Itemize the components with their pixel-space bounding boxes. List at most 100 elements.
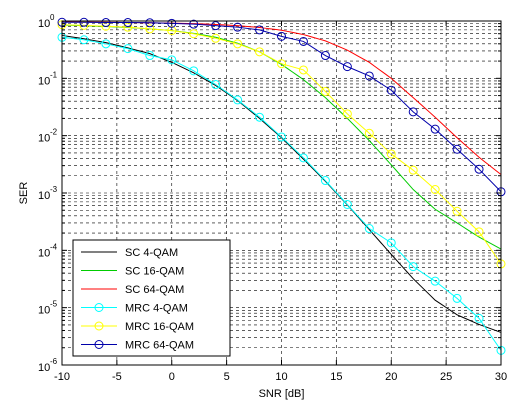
y-tick-label: 10	[38, 362, 50, 374]
data-point	[123, 22, 133, 32]
data-point	[211, 33, 221, 43]
data-point	[255, 25, 265, 35]
y-tick-exponent: -1	[50, 70, 58, 79]
data-point	[430, 124, 440, 134]
data-point	[474, 313, 484, 323]
series-sc-4-qam	[61, 34, 502, 333]
data-point	[320, 176, 330, 186]
x-axis-label: SNR [dB]	[259, 388, 305, 400]
data-point	[145, 51, 155, 61]
data-point	[277, 132, 286, 142]
y-tick-exponent: -2	[50, 128, 58, 137]
data-point	[386, 85, 396, 95]
x-tick-label: 30	[495, 371, 507, 383]
legend-label: SC 16-QAM	[125, 266, 184, 278]
series-mrc-64-qam	[57, 17, 506, 197]
legend-box	[72, 239, 231, 357]
data-point	[298, 65, 308, 75]
series-line	[61, 24, 502, 265]
y-tick-label: 10	[38, 247, 50, 259]
series-line	[62, 21, 502, 193]
data-point	[123, 18, 133, 28]
legend: SC 4-QAM SC 16-QAM SC 64-QAM MRC 4-QAM MRC 1…	[72, 239, 231, 357]
data-point	[145, 18, 155, 28]
data-point	[211, 21, 221, 31]
data-point	[430, 276, 440, 286]
data-point	[364, 128, 374, 138]
y-tick-label: 10	[38, 133, 50, 145]
y-tick-exponent: -4	[50, 242, 58, 251]
data-point	[145, 24, 155, 34]
data-point	[101, 18, 111, 28]
data-point	[320, 51, 330, 61]
data-point	[430, 185, 440, 195]
legend-marker	[94, 321, 104, 331]
data-point	[277, 31, 286, 41]
data-point	[255, 112, 265, 122]
data-point	[452, 206, 462, 216]
x-tick-label: 15	[330, 371, 342, 383]
data-point	[189, 19, 199, 29]
legend-item: SC 4-QAM	[81, 247, 178, 259]
data-point	[342, 109, 352, 119]
y-tick-exponent: 0	[50, 13, 55, 22]
series-mrc-16-qam	[57, 20, 506, 269]
x-tick-label: 20	[385, 371, 397, 383]
data-point	[474, 164, 484, 174]
y-axis-label: SER	[18, 182, 30, 205]
x-tick-label: 25	[440, 371, 452, 383]
y-tick-exponent: -6	[50, 357, 58, 366]
data-point	[233, 22, 243, 32]
data-point	[79, 35, 89, 45]
y-tick-exponent: -5	[50, 300, 58, 309]
legend-label: MRC 4-QAM	[125, 303, 188, 315]
data-point	[474, 227, 484, 237]
data-point	[342, 62, 352, 72]
legend-item: SC 64-QAM	[81, 284, 184, 296]
y-tick-label: 10	[38, 18, 50, 30]
data-point	[189, 29, 199, 39]
data-point	[452, 293, 462, 303]
data-point	[320, 86, 330, 96]
series-line	[61, 36, 502, 351]
data-point	[408, 107, 418, 117]
x-tick-label: -5	[112, 371, 122, 383]
x-tick-label: 10	[275, 371, 287, 383]
data-point	[123, 44, 133, 54]
data-point	[79, 17, 89, 27]
data-point	[167, 26, 177, 36]
tick-layer: -10 -5 0 5 10 15 20 25 3010-610-510-410-310-210-…	[38, 13, 507, 383]
y-tick-label: 10	[38, 75, 50, 87]
data-point	[277, 59, 286, 69]
y-tick-exponent: -3	[50, 185, 58, 194]
legend-marker	[94, 340, 104, 349]
legend-item: MRC 16-QAM	[81, 321, 194, 333]
data-point	[298, 153, 308, 163]
legend-label: SC 64-QAM	[125, 284, 184, 296]
y-tick-label: 10	[38, 305, 50, 317]
data-point	[408, 262, 418, 272]
data-point	[167, 55, 177, 65]
data-point	[101, 39, 111, 49]
legend-item: MRC 64-QAM	[81, 340, 194, 352]
data-point	[386, 238, 396, 248]
legend-item: MRC 4-QAM	[81, 303, 188, 315]
data-point	[189, 66, 199, 76]
data-point	[364, 224, 374, 234]
x-tick-label: -10	[54, 371, 70, 383]
series-line	[61, 34, 502, 333]
data-point	[408, 165, 418, 175]
legend-label: MRC 16-QAM	[125, 321, 194, 333]
legend-marker	[94, 303, 104, 312]
x-tick-label: 5	[224, 371, 230, 383]
data-point	[167, 18, 177, 28]
data-point	[452, 144, 462, 154]
legend-item: SC 16-QAM	[81, 266, 184, 278]
data-point	[211, 80, 221, 90]
legend-label: MRC 64-QAM	[125, 340, 194, 352]
data-point	[364, 71, 374, 81]
data-point	[342, 200, 352, 210]
legend-label: SC 4-QAM	[125, 247, 178, 259]
